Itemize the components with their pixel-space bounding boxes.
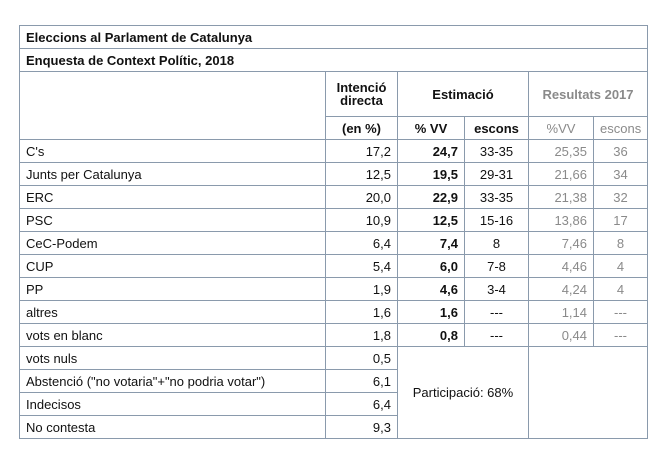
escons-value: 15-16 <box>464 208 529 232</box>
table-row: CeC-Podem 6,4 7,4 8 7,46 8 <box>19 231 648 255</box>
header-intencio-line1: Intenció <box>336 80 387 95</box>
table-row: PSC 10,9 12,5 15-16 13,86 17 <box>19 208 648 232</box>
party-name: PP <box>19 277 326 301</box>
extra-label: vots nuls <box>19 346 326 370</box>
result-vv-value: 0,44 <box>528 323 594 347</box>
intencio-value: 17,2 <box>325 139 398 163</box>
extra-label: No contesta <box>19 415 326 439</box>
result-escons-value: 34 <box>593 162 648 186</box>
table-row: Junts per Catalunya 12,5 19,5 29-31 21,6… <box>19 162 648 186</box>
vv-value: 6,0 <box>397 254 465 278</box>
party-name: vots en blanc <box>19 323 326 347</box>
extra-label: Abstenció ("no votaria"+"no podria votar… <box>19 369 326 393</box>
extra-row: Abstenció ("no votaria"+"no podria votar… <box>19 369 648 393</box>
title-row: Eleccions al Parlament de Catalunya <box>19 25 648 49</box>
result-escons-value: 8 <box>593 231 648 255</box>
vv-value: 19,5 <box>397 162 465 186</box>
result-vv-value: 4,24 <box>528 277 594 301</box>
intencio-value: 5,4 <box>325 254 398 278</box>
header-pct-vv: % VV <box>397 116 465 140</box>
party-name: ERC <box>19 185 326 209</box>
party-name: CeC-Podem <box>19 231 326 255</box>
escons-value: 3-4 <box>464 277 529 301</box>
vv-value: 7,4 <box>397 231 465 255</box>
table-subtitle: Enquesta de Context Polític, 2018 <box>19 48 648 72</box>
result-escons-value: 4 <box>593 277 648 301</box>
result-escons-value: 36 <box>593 139 648 163</box>
intencio-value: 12,5 <box>325 162 398 186</box>
escons-value: 8 <box>464 231 529 255</box>
party-name: C's <box>19 139 326 163</box>
party-name: PSC <box>19 208 326 232</box>
extra-value: 6,1 <box>325 369 398 393</box>
result-vv-value: 13,86 <box>528 208 594 232</box>
result-vv-value: 7,46 <box>528 231 594 255</box>
result-escons-value: --- <box>593 323 648 347</box>
intencio-value: 6,4 <box>325 231 398 255</box>
result-escons-value: --- <box>593 300 648 324</box>
result-escons-value: 32 <box>593 185 648 209</box>
escons-value: 29-31 <box>464 162 529 186</box>
subtitle-row: Enquesta de Context Polític, 2018 <box>19 48 648 72</box>
header-res-escons: escons <box>593 116 648 140</box>
escons-value: 33-35 <box>464 139 529 163</box>
vv-value: 4,6 <box>397 277 465 301</box>
intencio-value: 20,0 <box>325 185 398 209</box>
escons-value: 33-35 <box>464 185 529 209</box>
participacio-cell: Participació: 68% <box>397 346 529 439</box>
header-intencio-line2: directa <box>340 93 383 108</box>
results-empty-cell <box>528 346 648 439</box>
result-vv-value: 1,14 <box>528 300 594 324</box>
header-row-1: Intenció directa Estimació Resultats 201… <box>19 71 648 140</box>
header-row-2: (en %) % VV escons %VV escons <box>20 116 648 140</box>
result-vv-value: 21,38 <box>528 185 594 209</box>
party-name: altres <box>19 300 326 324</box>
result-escons-value: 4 <box>593 254 648 278</box>
participacio-text: Participació: 68% <box>412 385 514 400</box>
result-vv-value: 25,35 <box>528 139 594 163</box>
table-row: PP 1,9 4,6 3-4 4,24 4 <box>19 277 648 301</box>
header-escons: escons <box>464 116 529 140</box>
vv-value: 22,9 <box>397 185 465 209</box>
extra-value: 9,3 <box>325 415 398 439</box>
extra-row: vots nuls 0,5 Participació: 68% <box>19 346 648 439</box>
poll-table: Eleccions al Parlament de Catalunya Enqu… <box>19 25 648 439</box>
header-intencio: Intenció directa <box>325 71 398 117</box>
header-intencio-unit: (en %) <box>325 116 398 140</box>
table-row: ERC 20,0 22,9 33-35 21,38 32 <box>19 185 648 209</box>
table-row: C's 17,2 24,7 33-35 25,35 36 <box>19 139 648 163</box>
header-resultats-2017: Resultats 2017 <box>528 71 648 117</box>
escons-value: --- <box>464 300 529 324</box>
table-row: CUP 5,4 6,0 7-8 4,46 4 <box>19 254 648 278</box>
result-vv-value: 21,66 <box>528 162 594 186</box>
escons-value: --- <box>464 323 529 347</box>
party-name: CUP <box>19 254 326 278</box>
header-empty-cell <box>19 71 326 140</box>
table-row: altres 1,6 1,6 --- 1,14 --- <box>19 300 648 324</box>
extra-row: No contesta 9,3 <box>19 415 648 439</box>
party-name: Junts per Catalunya <box>19 162 326 186</box>
header-res-pct-vv: %VV <box>528 116 594 140</box>
vv-value: 0,8 <box>397 323 465 347</box>
intencio-value: 1,9 <box>325 277 398 301</box>
result-escons-value: 17 <box>593 208 648 232</box>
table-title: Eleccions al Parlament de Catalunya <box>19 25 648 49</box>
result-vv-value: 4,46 <box>528 254 594 278</box>
extra-value: 6,4 <box>325 392 398 416</box>
extra-value: 0,5 <box>325 346 398 370</box>
vv-value: 12,5 <box>397 208 465 232</box>
intencio-value: 10,9 <box>325 208 398 232</box>
intencio-value: 1,6 <box>325 300 398 324</box>
vv-value: 1,6 <box>397 300 465 324</box>
vv-value: 24,7 <box>397 139 465 163</box>
header-estimacio: Estimació <box>397 71 529 117</box>
intencio-value: 1,8 <box>325 323 398 347</box>
escons-value: 7-8 <box>464 254 529 278</box>
extra-label: Indecisos <box>19 392 326 416</box>
table-row: vots en blanc 1,8 0,8 --- 0,44 --- <box>19 323 648 347</box>
